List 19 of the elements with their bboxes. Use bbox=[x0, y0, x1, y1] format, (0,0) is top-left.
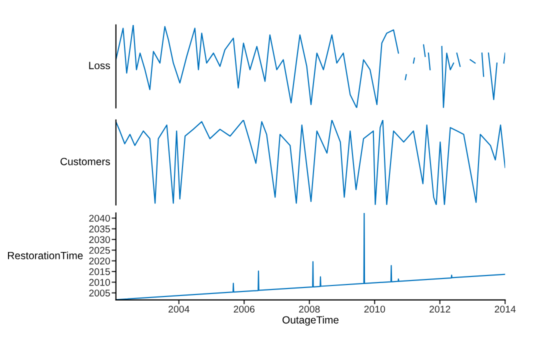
y-axis-title: Customers bbox=[60, 158, 110, 166]
line-series bbox=[116, 212, 506, 300]
y-axis-title: RestorationTime bbox=[8, 252, 83, 260]
y-tick-label: 2005 bbox=[89, 290, 110, 296]
x-tick-label: 2004 bbox=[168, 306, 190, 313]
y-tick-label: 2015 bbox=[89, 268, 110, 276]
y-tick-label: 2025 bbox=[89, 246, 110, 254]
x-tick-label: 2010 bbox=[364, 306, 386, 313]
y-axis-title: Loss bbox=[89, 62, 110, 70]
y-tick-label: 2020 bbox=[89, 258, 110, 264]
x-tick-label: 2012 bbox=[430, 306, 450, 313]
x-tick-label: 2008 bbox=[299, 306, 320, 313]
x-tick-label: 2006 bbox=[234, 306, 255, 313]
x-axis-title: OutageTime bbox=[282, 316, 339, 326]
y-tick-label: 2010 bbox=[89, 278, 110, 286]
y-tick-label: 2035 bbox=[89, 226, 110, 232]
y-tick-label: 2030 bbox=[89, 236, 110, 244]
y-tick-label: 2040 bbox=[89, 214, 110, 222]
x-tick-label: 2014 bbox=[494, 306, 516, 313]
